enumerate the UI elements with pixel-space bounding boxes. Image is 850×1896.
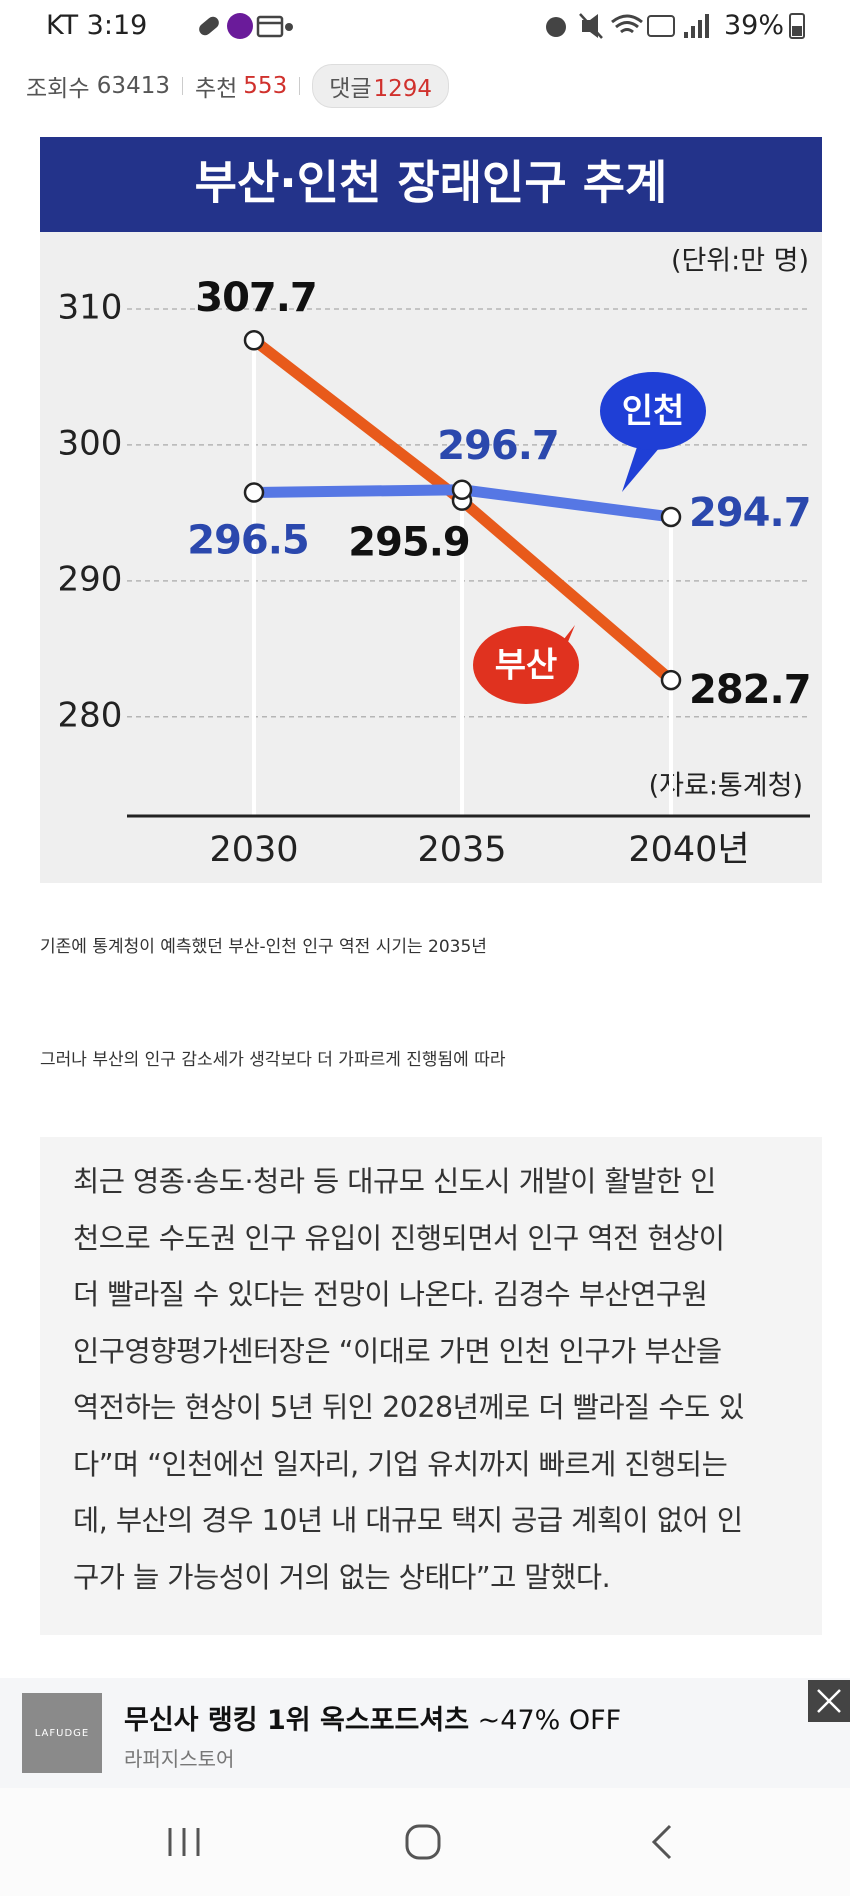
source-note: (자료:통계청) <box>649 771 803 802</box>
likes-label: 추천 <box>194 76 238 102</box>
ad-advertiser: 라퍼지스토어 <box>124 1747 235 1771</box>
legend-label: 인천 <box>622 392 685 432</box>
data-label: 295.9 <box>348 520 470 566</box>
data-label: 296.5 <box>187 517 309 563</box>
title-band <box>40 137 822 232</box>
ad-headline: 무신사 랭킹 1위 옥스포드셔츠 ~47% OFF <box>124 1698 621 1737</box>
data-point <box>451 479 473 501</box>
quote-line: 천으로 수도권 인구 유입이 진행되면서 인구 역전 현상이 <box>73 1221 725 1255</box>
ad-title: 무신사 랭킹 1위 옥스포드셔츠 <box>124 1705 470 1736</box>
quote-line: 더 빨라질 수 있다는 전망이 나온다. 김경수 부산연구원 <box>73 1278 708 1311</box>
views-label: 조회수 <box>26 76 90 102</box>
quote-line: 다”며 “인천에선 일자리, 기업 유치까지 빠르게 진행되는 <box>73 1447 728 1481</box>
home-button[interactable] <box>405 1824 441 1860</box>
ad-discount: ~47% OFF <box>477 1705 622 1736</box>
status-bar: KT 3:19 39% <box>0 0 850 54</box>
comments-button[interactable]: 댓글1294 <box>312 64 450 108</box>
separator <box>181 77 183 95</box>
post-stats: 조회수 63413 추천 553 댓글1294 <box>26 64 450 108</box>
y-tick-label: 290 <box>58 559 123 599</box>
likes-value: 553 <box>243 73 288 99</box>
back-button[interactable] <box>651 1824 672 1860</box>
status-icons-right <box>546 13 709 39</box>
comments-value: 1294 <box>373 76 433 102</box>
quote-line: 구가 늘 가능성이 거의 없는 상태다”고 말했다. <box>73 1560 611 1594</box>
status-icons-left <box>199 13 284 39</box>
separator <box>299 77 301 95</box>
chart-background <box>40 137 822 883</box>
recent-apps-button[interactable] <box>168 1828 200 1856</box>
quote-line: 최근 영종·송도·청라 등 대규모 신도시 개발이 활발한 인 <box>73 1165 716 1198</box>
data-point <box>243 329 265 351</box>
ad-close-button[interactable] <box>808 1680 850 1722</box>
legend-bubble <box>473 626 579 704</box>
carrier-time: KT 3:19 <box>46 10 148 41</box>
data-point <box>660 506 682 528</box>
quote-line: 역전하는 현상이 5년 뒤인 2028년께로 더 빨라질 수도 있 <box>73 1391 745 1424</box>
x-tick-label: 2035 <box>417 830 506 870</box>
data-point <box>660 669 682 691</box>
data-label: 294.7 <box>689 490 811 536</box>
x-tick-label: 2040년 <box>628 830 749 870</box>
navigation-bar <box>0 1788 850 1896</box>
quote-line: 인구영향평가센터장은 “이대로 가면 인천 인구가 부산을 <box>73 1334 722 1368</box>
data-label: 282.7 <box>689 667 811 713</box>
legend-bubble-tail <box>622 438 666 492</box>
legend-bubble <box>600 372 706 450</box>
data-label: 307.7 <box>195 275 317 321</box>
unit-note: (단위:만 명) <box>671 246 809 277</box>
legend-label: 부산 <box>495 646 558 686</box>
data-label: 296.7 <box>437 423 559 469</box>
comments-label: 댓글 <box>329 76 372 102</box>
caption: 그러나 부산의 인구 감소세가 생각보다 더 가파르게 진행됨에 따라 <box>40 1050 506 1070</box>
data-point <box>243 482 265 503</box>
chart: 부산·인천 장래인구 추계 (단위:만 명) (자료:통계청) 280 290 30… <box>40 137 822 883</box>
y-tick-label: 300 <box>58 423 123 463</box>
chart-title: 부산·인천 장래인구 추계 <box>195 156 668 210</box>
ad-logo: LAFUDGE <box>22 1693 102 1773</box>
battery-icon <box>789 13 805 39</box>
y-tick-label: 310 <box>58 287 123 327</box>
y-tick-label: 280 <box>58 695 123 735</box>
quote-line: 데, 부산의 경우 10년 내 대규모 택지 공급 계획이 없어 인 <box>73 1504 743 1537</box>
x-tick-label: 2030 <box>209 830 298 870</box>
battery-level: 39% <box>724 10 785 41</box>
ad-banner[interactable]: LAFUDGE 무신사 랭킹 1위 옥스포드셔츠 ~47% OFF 라퍼지스토어 <box>0 1678 850 1788</box>
caption: 기존에 통계청이 예측했던 부산-인천 인구 역전 시기는 2035년 <box>40 937 487 957</box>
notification-dot <box>285 23 293 31</box>
views-value: 63413 <box>96 73 170 99</box>
